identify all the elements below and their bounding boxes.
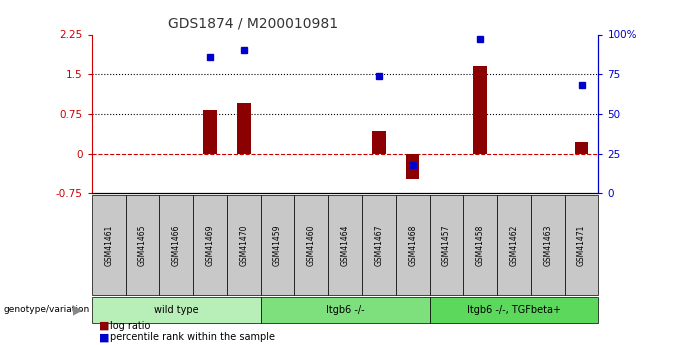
Text: GSM41457: GSM41457 bbox=[442, 224, 451, 266]
Text: GSM41471: GSM41471 bbox=[577, 224, 586, 266]
Text: GSM41463: GSM41463 bbox=[543, 224, 552, 266]
Text: GSM41464: GSM41464 bbox=[341, 224, 350, 266]
Text: ▶: ▶ bbox=[73, 303, 83, 316]
Bar bbox=[203, 110, 217, 154]
Text: GSM41459: GSM41459 bbox=[273, 224, 282, 266]
Text: ■: ■ bbox=[99, 321, 109, 331]
Text: GSM41467: GSM41467 bbox=[375, 224, 384, 266]
Text: GSM41461: GSM41461 bbox=[104, 224, 113, 266]
Bar bbox=[575, 142, 588, 154]
Text: GSM41470: GSM41470 bbox=[239, 224, 248, 266]
Text: GSM41462: GSM41462 bbox=[509, 224, 518, 266]
Text: GSM41465: GSM41465 bbox=[138, 224, 147, 266]
Text: GSM41458: GSM41458 bbox=[476, 224, 485, 266]
Text: GDS1874 / M200010981: GDS1874 / M200010981 bbox=[168, 17, 338, 31]
Text: Itgb6 -/-, TGFbeta+: Itgb6 -/-, TGFbeta+ bbox=[467, 305, 561, 315]
Text: GSM41469: GSM41469 bbox=[205, 224, 214, 266]
Text: log ratio: log ratio bbox=[110, 321, 150, 331]
Text: Itgb6 -/-: Itgb6 -/- bbox=[326, 305, 364, 315]
Bar bbox=[473, 66, 487, 154]
Text: genotype/variation: genotype/variation bbox=[3, 305, 90, 314]
Bar bbox=[237, 103, 250, 154]
Text: wild type: wild type bbox=[154, 305, 199, 315]
Text: ■: ■ bbox=[99, 333, 109, 342]
Bar bbox=[406, 154, 420, 179]
Text: GSM41468: GSM41468 bbox=[408, 224, 417, 266]
Text: GSM41466: GSM41466 bbox=[172, 224, 181, 266]
Text: GSM41460: GSM41460 bbox=[307, 224, 316, 266]
Text: percentile rank within the sample: percentile rank within the sample bbox=[110, 333, 275, 342]
Bar bbox=[372, 131, 386, 154]
